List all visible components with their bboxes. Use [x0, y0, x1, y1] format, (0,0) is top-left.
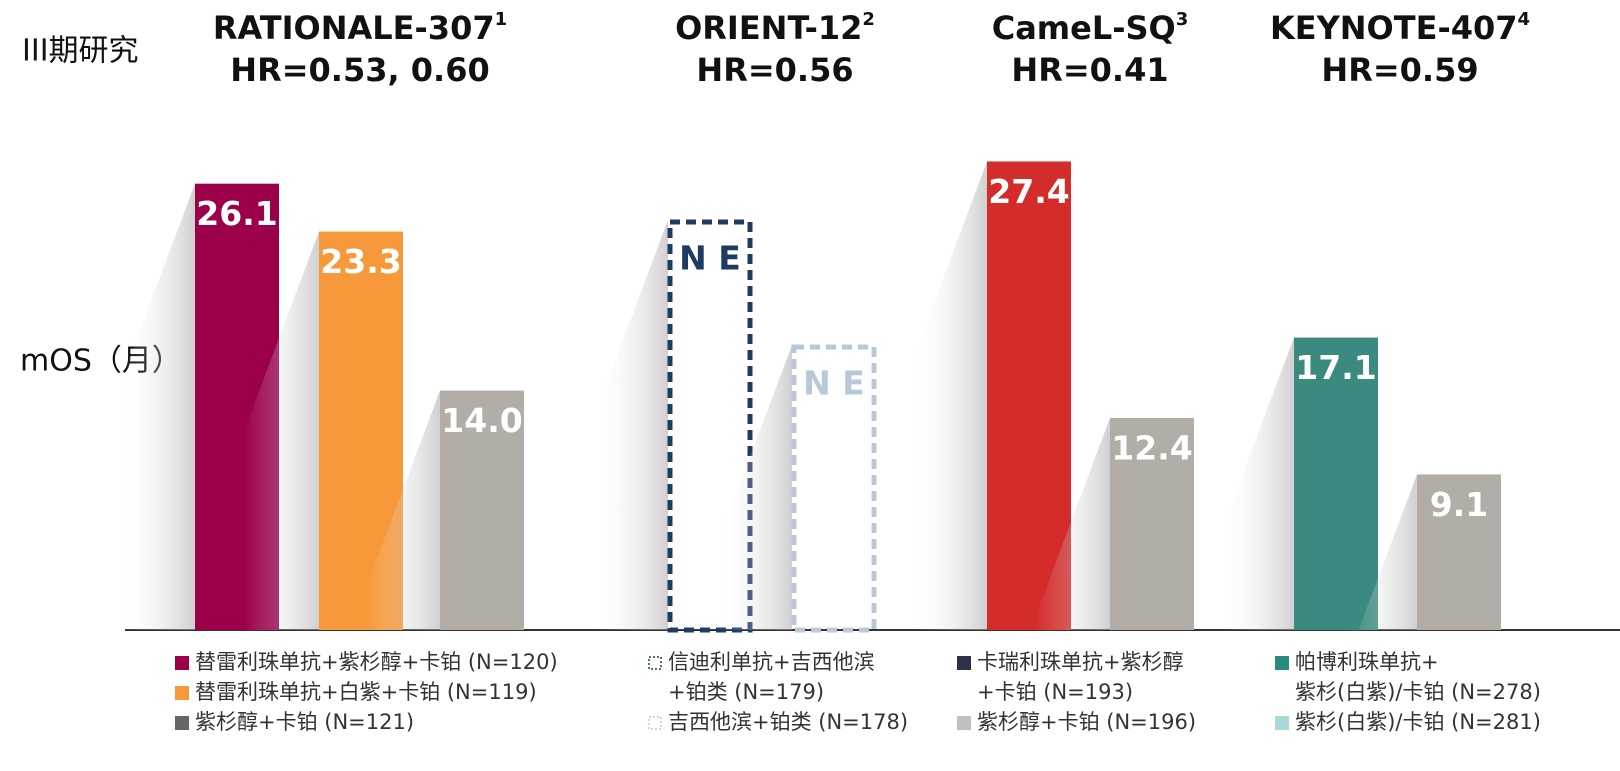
group-title-ref: 2: [862, 9, 875, 30]
bar-value-label: N E: [679, 239, 741, 278]
bar-value-label: 14.0: [441, 401, 522, 440]
group-title-text: CameL-SQ: [992, 9, 1176, 47]
bar-shadow: [244, 231, 319, 630]
legend-label: 信迪利单抗+吉西他滨: [668, 650, 875, 674]
group-hr: HR=0.59: [1321, 51, 1478, 89]
legend-label: 卡瑞利珠单抗+紫杉醇: [977, 650, 1184, 674]
bar: [1110, 417, 1194, 630]
group-title: RATIONALE-3071: [213, 9, 507, 47]
bar: [440, 390, 524, 630]
group-title-ref: 1: [495, 9, 508, 30]
legend-label: 紫杉(白紫)/卡铂 (N=278): [1295, 680, 1541, 704]
group-hr: HR=0.41: [1011, 51, 1168, 89]
legend-swatch: [648, 656, 662, 670]
bar-shadow: [1035, 417, 1110, 630]
bar-value-label: 23.3: [320, 242, 401, 281]
group-title-text: RATIONALE-307: [213, 9, 495, 47]
legend-label: +铂类 (N=179): [668, 680, 824, 704]
bar-value-label: 26.1: [196, 194, 277, 233]
study-label: III期研究: [22, 34, 139, 69]
group-title: CameL-SQ3: [992, 9, 1189, 47]
bar-shadow: [593, 220, 668, 630]
group-title-text: ORIENT-12: [675, 9, 862, 47]
bar-value-label: N E: [803, 364, 865, 403]
legend-label: 替雷利珠单抗+紫杉醇+卡铂 (N=120): [195, 650, 558, 674]
group-hr: HR=0.56: [696, 51, 853, 89]
group-title: KEYNOTE-4074: [1270, 9, 1530, 47]
legend-label: 帕博利珠单抗+: [1295, 650, 1439, 674]
legend-label: 紫杉醇+卡铂 (N=121): [195, 710, 414, 734]
legend-label: +卡铂 (N=193): [977, 680, 1133, 704]
legend-swatch: [648, 716, 662, 730]
legend-swatch: [175, 686, 189, 700]
bar: [1417, 474, 1501, 630]
group-title-ref: 4: [1518, 9, 1531, 30]
legend-swatch: [957, 656, 971, 670]
bar-value-label: 12.4: [1111, 428, 1192, 467]
bar-shadow: [717, 345, 792, 630]
group-title: ORIENT-122: [675, 9, 875, 47]
legend-label: 吉西他滨+铂类 (N=178): [668, 710, 908, 734]
legend-swatch: [1275, 716, 1289, 730]
legend-label: 替雷利珠单抗+白紫+卡铂 (N=119): [195, 680, 537, 704]
bar-shadow: [120, 183, 195, 630]
bar-shadow: [1342, 474, 1417, 675]
legend-label: 紫杉醇+卡铂 (N=196): [977, 710, 1196, 734]
legend-swatch: [957, 716, 971, 730]
bar: [667, 219, 753, 633]
group-hr: HR=0.53, 0.60: [230, 51, 489, 89]
bar-value-label: 9.1: [1430, 485, 1488, 524]
bar: [987, 161, 1071, 630]
bar-value-label: 27.4: [988, 172, 1069, 211]
legend-swatch: [175, 656, 189, 670]
bar-value-label: 17.1: [1295, 348, 1376, 387]
group-title-text: KEYNOTE-407: [1270, 9, 1518, 47]
legend-swatch: [175, 716, 189, 730]
bar-shadow: [912, 161, 987, 630]
bar-shadow: [365, 390, 440, 630]
bar: [791, 344, 877, 633]
bar-shadow: [1219, 337, 1294, 630]
legend-label: 紫杉(白紫)/卡铂 (N=281): [1295, 710, 1541, 734]
bar: [1294, 337, 1378, 630]
legend-swatch: [1275, 656, 1289, 670]
group-title-ref: 3: [1176, 9, 1189, 30]
